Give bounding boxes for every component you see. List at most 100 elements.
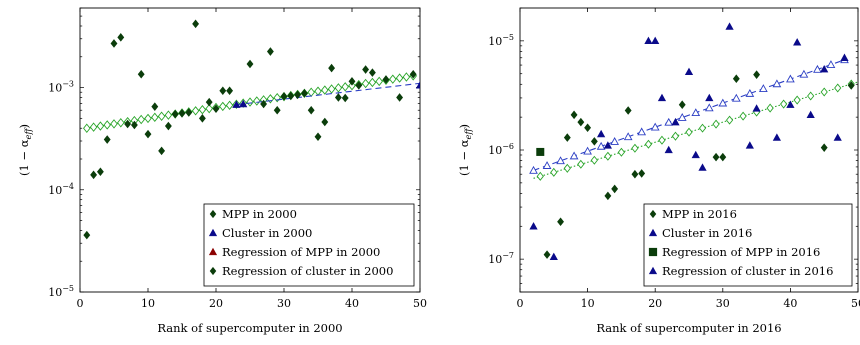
mpp-point: [260, 99, 268, 109]
mpp-point: [300, 88, 308, 98]
mpp-point: [678, 100, 686, 109]
cluster-point: [786, 100, 795, 108]
legend: MPP in 2016 Cluster in 2016 Regression of …: [643, 203, 853, 287]
plot-frame: [79, 7, 421, 293]
cluster-point: [651, 36, 660, 45]
plot-area: [529, 22, 858, 261]
x-tick-label: 50: [851, 297, 860, 310]
y-tick-exponent: −5: [502, 33, 514, 42]
x-tick-label: 40: [783, 297, 797, 310]
mpp-point: [219, 86, 227, 96]
mpp-point: [151, 102, 159, 111]
regression-marker: [772, 79, 782, 88]
mpp-point: [192, 19, 200, 29]
regression-marker: [658, 135, 666, 145]
regression-marker: [556, 156, 565, 165]
mpp-point: [90, 170, 98, 180]
regression-marker: [698, 123, 707, 133]
mpp-point: [144, 129, 152, 139]
legend: MPP in 2000 Cluster in 2000 Regression of …: [203, 203, 415, 287]
mpp-point: [732, 74, 740, 83]
regression-marker: [164, 110, 173, 120]
y-tick-label: 10−7: [488, 251, 514, 266]
cluster-point: [840, 53, 849, 61]
x-tick-label: 10: [581, 297, 595, 310]
regression-marker: [718, 98, 728, 107]
regression-marker: [793, 95, 801, 105]
mpp-point: [178, 109, 186, 118]
mpp-point: [753, 70, 761, 79]
mpp-point: [198, 114, 206, 123]
regression-marker: [820, 87, 828, 97]
y-axis-title-sub: eff: [24, 126, 34, 139]
regression-marker: [273, 92, 281, 103]
regression-marker: [550, 167, 558, 177]
regression-marker: [834, 83, 842, 93]
regression-marker: [110, 119, 118, 129]
x-axis-title: Rank of supercomputer in 2000: [157, 321, 342, 335]
regression-marker: [604, 151, 612, 161]
y-tick-base: 10: [48, 184, 62, 197]
regression-marker: [536, 171, 544, 181]
legend-label: Cluster in 2000: [222, 226, 312, 240]
cluster-point: [725, 22, 734, 30]
regression-marker: [529, 165, 538, 174]
regression-marker: [307, 87, 315, 97]
regression-marker: [745, 88, 755, 97]
cluster-point: [793, 38, 802, 46]
mpp-point: [638, 169, 646, 178]
regression-marker: [137, 114, 145, 125]
cluster-point: [657, 93, 667, 102]
mpp-point: [362, 65, 370, 74]
regression-line: [533, 81, 858, 179]
regression-marker: [637, 127, 647, 136]
x-tick-label: 20: [648, 297, 662, 310]
legend-label: MPP in 2016: [662, 207, 737, 221]
mpp-point: [382, 75, 390, 84]
mpp-point: [570, 110, 578, 120]
regression-marker: [583, 146, 592, 155]
cluster-point: [644, 36, 653, 45]
cluster-point: [684, 67, 694, 76]
regression-marker: [191, 106, 200, 116]
mpp-point: [164, 121, 172, 131]
y-tick-label: 10−5: [48, 284, 74, 299]
regression-marker: [205, 103, 213, 114]
mpp-point: [124, 119, 132, 129]
regression-marker: [361, 78, 370, 89]
regression-marker: [704, 103, 714, 112]
cluster-point: [664, 145, 673, 154]
mpp-point: [557, 217, 564, 227]
regression-marker: [266, 94, 275, 104]
y-tick-exponent: −3: [62, 80, 74, 89]
cluster-point: [415, 81, 420, 89]
mpp-point: [590, 137, 598, 146]
regression-marker: [117, 118, 125, 128]
regression-marker: [650, 122, 660, 131]
regression-marker: [151, 112, 159, 123]
y-tick-exponent: −7: [502, 251, 514, 260]
plot-area: [83, 19, 420, 240]
y-axis-title-close: ): [457, 124, 471, 129]
mpp-point: [83, 230, 91, 240]
x-axis-title: Rank of supercomputer in 2016: [596, 321, 781, 335]
mpp-point: [321, 117, 329, 127]
regression-marker: [569, 151, 579, 160]
regression-square-point: [536, 147, 545, 156]
regression-marker: [83, 123, 91, 133]
regression-marker: [590, 155, 598, 165]
mpp-point: [103, 135, 111, 144]
mpp-point: [110, 39, 118, 48]
regression-marker: [786, 74, 795, 83]
mpp-point: [280, 92, 288, 101]
mpp-point: [212, 104, 220, 114]
x-tick-label: 40: [345, 297, 359, 310]
y-axis-title-base: (1 − α: [17, 139, 31, 176]
legend-marker: [649, 209, 657, 219]
y-tick-base: 10: [48, 82, 62, 95]
regression-marker: [542, 161, 552, 169]
mpp-point: [314, 132, 322, 142]
y-tick-exponent: −5: [62, 284, 74, 293]
